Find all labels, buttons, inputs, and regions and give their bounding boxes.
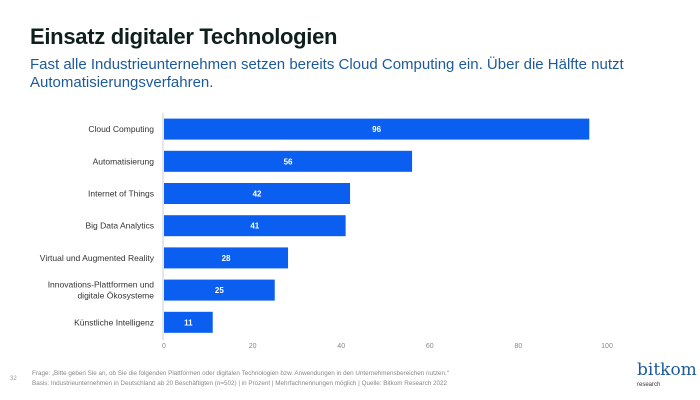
x-tick-label: 60: [426, 343, 434, 350]
logo-sub: research: [637, 382, 661, 388]
page-number: 32: [10, 376, 17, 382]
bar: [164, 215, 346, 237]
bar: [164, 279, 275, 301]
data-label: 41: [250, 222, 259, 231]
category-label: Innovations-Plattformen und digitale Ökos…: [48, 280, 155, 301]
data-label: 25: [215, 286, 224, 295]
x-tick-label: 20: [249, 343, 257, 350]
bar: [164, 247, 289, 269]
data-label: 42: [253, 190, 262, 199]
category-label: Big Data Analytics: [85, 221, 154, 231]
category-label: Cloud Computing: [88, 124, 154, 134]
logo-main: bitkom: [637, 360, 697, 380]
category-label: Internet of Things: [88, 189, 154, 199]
bar: [164, 311, 213, 333]
category-label: Virtual und Augmented Reality: [40, 253, 155, 263]
page-subtitle: Fast alle Industrieunternehmen setzen be…: [30, 56, 624, 91]
bitkom-logo: bitkom research: [637, 360, 697, 390]
footnote-basis: Basis: Industrieunternehmen in Deutschla…: [32, 379, 447, 387]
data-label: 28: [222, 254, 231, 263]
x-tick-label: 0: [162, 343, 166, 350]
data-label: 56: [284, 157, 293, 166]
bar: [164, 118, 590, 140]
category-label: Künstliche Intelligenz: [74, 317, 154, 327]
data-label: 96: [372, 125, 381, 134]
x-tick-label: 100: [601, 343, 613, 350]
data-label: 11: [184, 318, 193, 327]
footnote: Frage: „Bitte geben Sie an, ob Sie die f…: [32, 369, 449, 388]
page-title: Einsatz digitaler Technologien: [30, 24, 338, 49]
bar: [164, 150, 413, 172]
bar: [164, 183, 351, 204]
footnote-question: Frage: „Bitte geben Sie an, ob Sie die f…: [32, 370, 449, 377]
x-tick-label: 40: [337, 343, 345, 350]
category-label: Automatisierung: [93, 156, 155, 166]
x-tick-label: 80: [515, 343, 523, 350]
